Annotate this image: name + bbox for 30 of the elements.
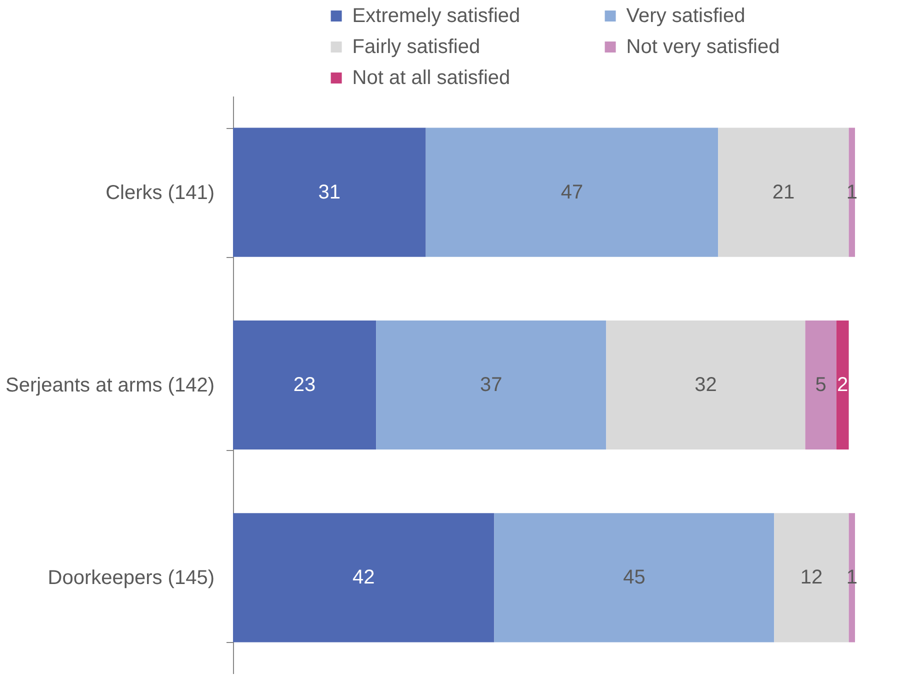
bar bbox=[233, 513, 494, 642]
data-label: 12 bbox=[800, 566, 823, 589]
bar bbox=[233, 128, 426, 257]
data-label: 21 bbox=[772, 181, 795, 204]
data-label: 45 bbox=[623, 566, 646, 589]
y-tick-label: Doorkeepers (145) bbox=[48, 567, 214, 590]
y-tick-label: Clerks (141) bbox=[106, 182, 214, 204]
bar bbox=[606, 320, 806, 450]
y-tick-label: Serjeants at arms (142) bbox=[6, 374, 214, 396]
data-label: 2 bbox=[836, 374, 848, 396]
bar bbox=[494, 513, 774, 642]
bar bbox=[805, 320, 836, 450]
bar bbox=[426, 128, 718, 257]
data-label: 23 bbox=[293, 374, 316, 396]
data-label: 47 bbox=[560, 181, 584, 204]
data-label: 42 bbox=[352, 566, 375, 589]
legend-label: Fairly satisfied bbox=[352, 36, 480, 58]
data-label: 32 bbox=[694, 374, 717, 396]
bar bbox=[376, 320, 606, 450]
bar bbox=[774, 513, 849, 642]
legend-label: Very satisfied bbox=[626, 5, 746, 27]
data-label: 37 bbox=[480, 374, 502, 396]
bar bbox=[233, 320, 376, 450]
bar bbox=[836, 320, 849, 450]
data-label: 5 bbox=[815, 374, 826, 396]
bar bbox=[718, 128, 849, 257]
legend-label: Not at all satisfied bbox=[352, 67, 510, 89]
legend-label: Extremely satisfied bbox=[352, 5, 520, 27]
data-label: 31 bbox=[318, 181, 341, 204]
legend-label: Not very satisfied bbox=[626, 36, 780, 58]
